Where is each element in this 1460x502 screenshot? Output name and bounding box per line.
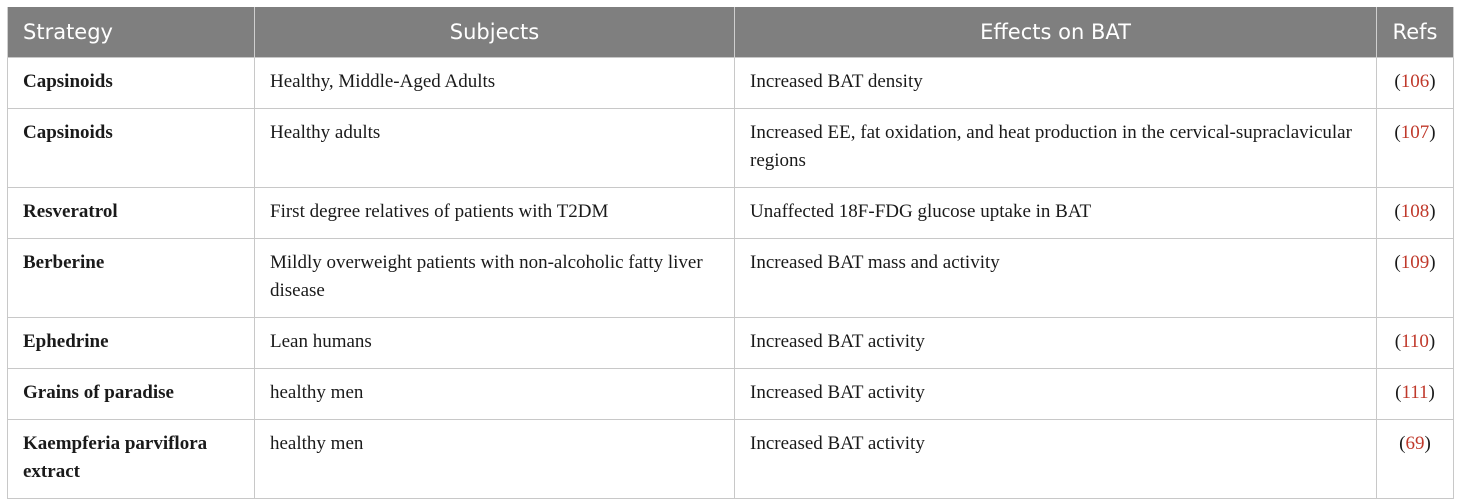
header-subjects: Subjects bbox=[254, 7, 735, 58]
header-strategy: Strategy bbox=[7, 7, 255, 58]
cell-strategy: Capsinoids bbox=[7, 108, 255, 188]
table-row: Capsinoids Healthy adults Increased EE, … bbox=[7, 108, 1454, 188]
table-row: Capsinoids Healthy, Middle-Aged Adults I… bbox=[7, 57, 1454, 109]
cell-subjects: First degree relatives of patients with … bbox=[254, 187, 735, 239]
cell-subjects: Healthy, Middle-Aged Adults bbox=[254, 57, 735, 109]
cell-ref: (106) bbox=[1376, 57, 1454, 109]
strategies-table-container: Strategy Subjects Effects on BAT Refs Ca… bbox=[7, 7, 1454, 499]
cell-subjects: Lean humans bbox=[254, 317, 735, 369]
cell-subjects: Healthy adults bbox=[254, 108, 735, 188]
cell-subjects: healthy men bbox=[254, 368, 735, 420]
cell-effects: Unaffected 18F-FDG glucose uptake in BAT bbox=[734, 187, 1377, 239]
cell-effects: Increased BAT mass and activity bbox=[734, 238, 1377, 318]
cell-subjects: Mildly overweight patients with non-alco… bbox=[254, 238, 735, 318]
cell-effects: Increased BAT density bbox=[734, 57, 1377, 109]
table-row: Berberine Mildly overweight patients wit… bbox=[7, 238, 1454, 318]
cell-effects: Increased BAT activity bbox=[734, 419, 1377, 499]
cell-ref: (108) bbox=[1376, 187, 1454, 239]
cell-ref: (69) bbox=[1376, 419, 1454, 499]
cell-strategy: Grains of paradise bbox=[7, 368, 255, 420]
cell-effects: Increased BAT activity bbox=[734, 368, 1377, 420]
cell-strategy: Capsinoids bbox=[7, 57, 255, 109]
cell-effects: Increased BAT activity bbox=[734, 317, 1377, 369]
table-body: Capsinoids Healthy, Middle-Aged Adults I… bbox=[7, 57, 1454, 499]
cell-strategy: Berberine bbox=[7, 238, 255, 318]
ref-link[interactable]: 107 bbox=[1400, 122, 1430, 143]
cell-effects: Increased EE, fat oxidation, and heat pr… bbox=[734, 108, 1377, 188]
cell-ref: (111) bbox=[1376, 368, 1454, 420]
cell-ref: (107) bbox=[1376, 108, 1454, 188]
ref-link[interactable]: 108 bbox=[1400, 201, 1430, 222]
table-row: Kaempferia parviflora extract healthy me… bbox=[7, 419, 1454, 499]
ref-link[interactable]: 109 bbox=[1400, 252, 1430, 273]
table-row: Resveratrol First degree relatives of pa… bbox=[7, 187, 1454, 239]
table-row: Ephedrine Lean humans Increased BAT acti… bbox=[7, 317, 1454, 369]
table-header: Strategy Subjects Effects on BAT Refs bbox=[7, 7, 1454, 58]
cell-ref: (109) bbox=[1376, 238, 1454, 318]
table-row: Grains of paradise healthy men Increased… bbox=[7, 368, 1454, 420]
bat-strategies-table: Strategy Subjects Effects on BAT Refs Ca… bbox=[7, 7, 1454, 499]
header-row: Strategy Subjects Effects on BAT Refs bbox=[7, 7, 1454, 58]
cell-strategy: Resveratrol bbox=[7, 187, 255, 239]
header-refs: Refs bbox=[1376, 7, 1454, 58]
cell-strategy: Kaempferia parviflora extract bbox=[7, 419, 255, 499]
header-effects: Effects on BAT bbox=[734, 7, 1377, 58]
ref-link[interactable]: 110 bbox=[1401, 331, 1429, 352]
cell-ref: (110) bbox=[1376, 317, 1454, 369]
ref-link[interactable]: 106 bbox=[1400, 71, 1430, 92]
ref-link[interactable]: 69 bbox=[1405, 433, 1425, 454]
cell-strategy: Ephedrine bbox=[7, 317, 255, 369]
cell-subjects: healthy men bbox=[254, 419, 735, 499]
ref-link[interactable]: 111 bbox=[1401, 382, 1429, 403]
